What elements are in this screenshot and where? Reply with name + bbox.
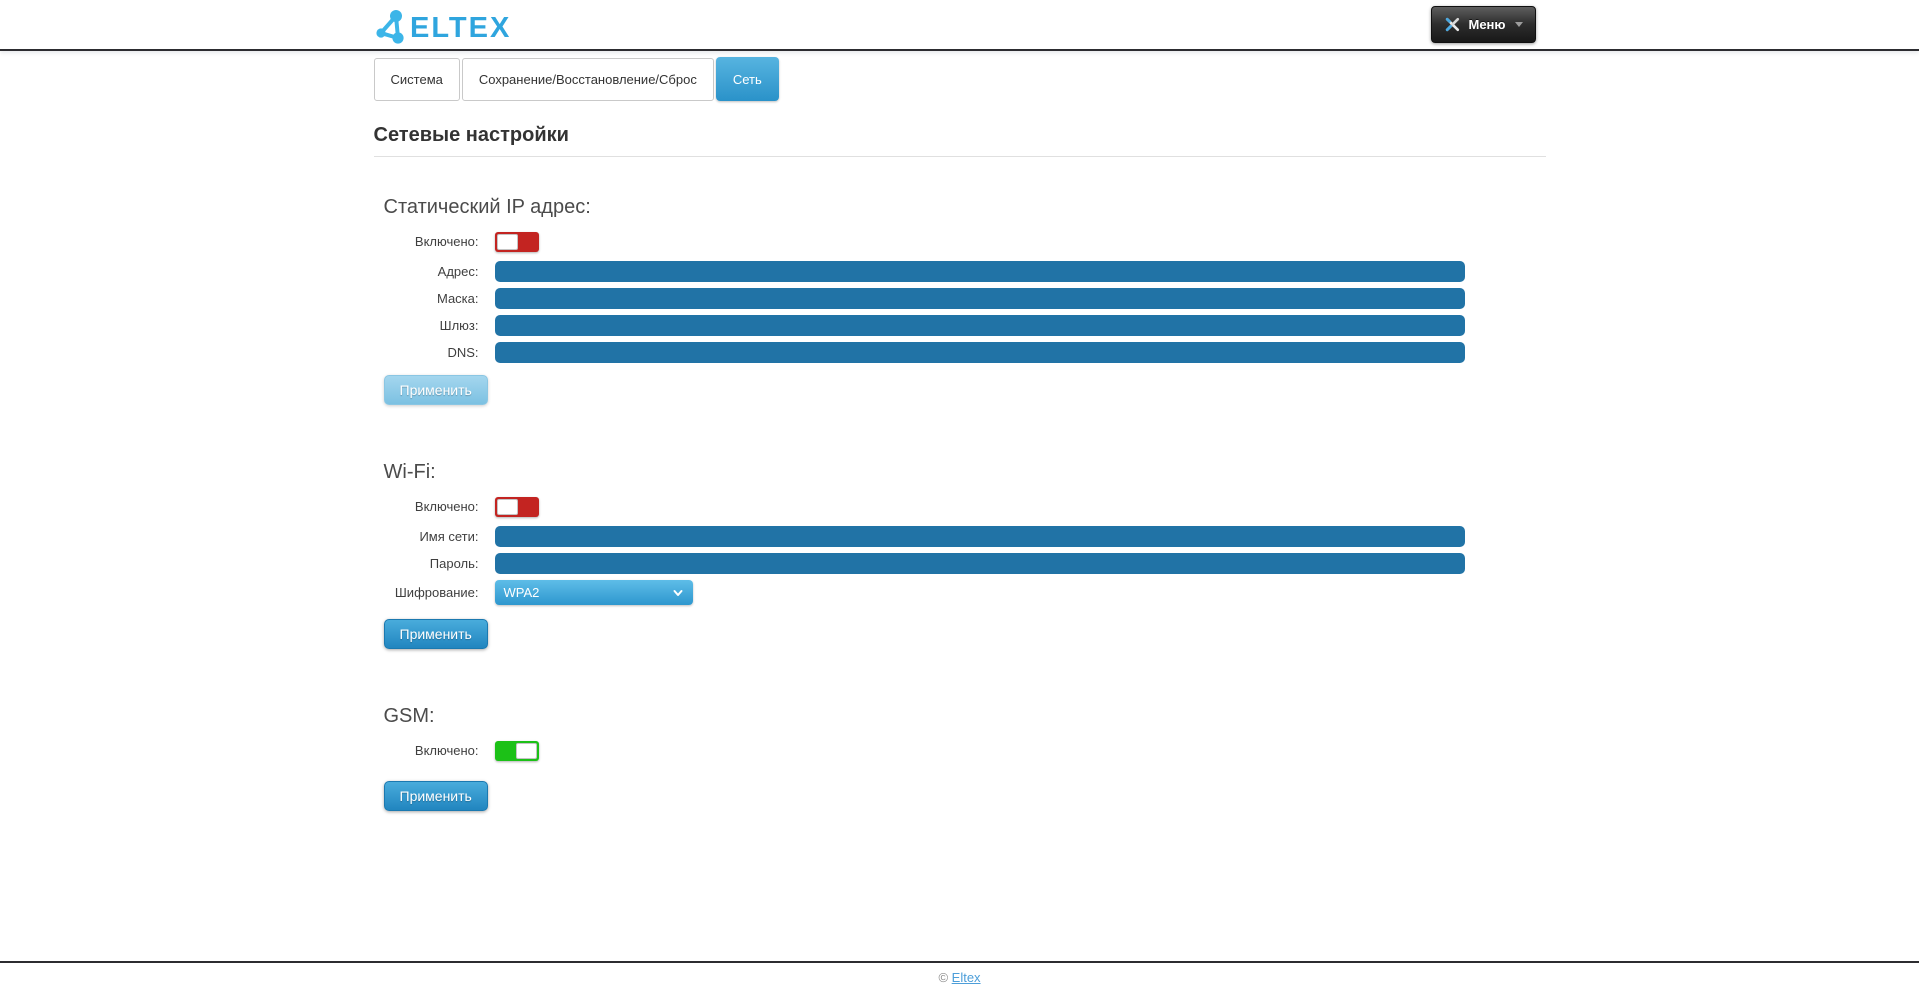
- toggle-knob: [515, 742, 537, 759]
- logo-text: ELTEX: [410, 12, 511, 44]
- static-ip-section: Статический IP адрес: Включено: Адрес: М…: [374, 196, 1546, 405]
- title-divider: [373, 156, 1546, 157]
- menu-button[interactable]: Меню: [1431, 6, 1536, 43]
- static-ip-toggle[interactable]: [494, 231, 539, 252]
- gsm-enabled-label: Включено:: [414, 743, 479, 758]
- password-label: Пароль:: [429, 556, 479, 571]
- tab-backup-restore-reset[interactable]: Сохранение/Восстановление/Сброс: [461, 58, 714, 101]
- gsm-section: GSM: Включено: Применить: [374, 705, 1546, 811]
- page-title: Сетевые настройки: [373, 124, 569, 146]
- dns-label: DNS:: [447, 345, 479, 360]
- mask-label: Маска:: [436, 291, 479, 306]
- wifi-section: Wi-Fi: Включено: Имя сети: Пароль: Шифро…: [374, 461, 1546, 649]
- gsm-toggle[interactable]: [494, 740, 539, 761]
- caret-down-icon: [1514, 22, 1523, 27]
- footer: © Eltex: [0, 961, 1919, 994]
- gsm-apply-button[interactable]: Применить: [383, 781, 488, 811]
- static-ip-apply-button[interactable]: Применить: [383, 375, 488, 405]
- gateway-label: Шлюз:: [439, 318, 479, 333]
- chevron-down-icon: [673, 589, 682, 596]
- copyright-symbol: ©: [938, 970, 949, 985]
- address-label: Адрес:: [437, 264, 479, 279]
- ssid-input[interactable]: [494, 526, 1465, 547]
- ssid-label: Имя сети:: [419, 529, 479, 544]
- wifi-enabled-label: Включено:: [414, 499, 479, 514]
- eltex-link[interactable]: Eltex: [951, 970, 981, 985]
- gateway-input[interactable]: [494, 315, 1465, 336]
- encryption-selected-value: WPA2: [503, 585, 540, 600]
- address-input[interactable]: [494, 261, 1465, 282]
- dns-input[interactable]: [494, 342, 1465, 363]
- static-ip-heading: Статический IP адрес:: [383, 196, 591, 218]
- wifi-heading: Wi-Fi:: [383, 461, 436, 483]
- eltex-logo: ELTEX: [375, 9, 511, 44]
- wifi-apply-button[interactable]: Применить: [383, 619, 488, 649]
- logo-node-left: [375, 27, 386, 38]
- gsm-heading: GSM:: [383, 705, 435, 727]
- tools-icon: [1446, 17, 1460, 32]
- encryption-select[interactable]: WPA2: [494, 580, 693, 605]
- menu-button-label: Меню: [1468, 17, 1506, 32]
- tab-bar: Система Сохранение/Восстановление/Сброс …: [373, 57, 1546, 101]
- wifi-toggle[interactable]: [494, 496, 539, 517]
- mask-input[interactable]: [494, 288, 1465, 309]
- toggle-knob: [496, 498, 518, 515]
- tab-network[interactable]: Сеть: [715, 57, 779, 101]
- tab-system[interactable]: Система: [373, 58, 460, 101]
- password-input[interactable]: [494, 553, 1465, 574]
- toggle-knob: [496, 233, 518, 250]
- header: ELTEX Меню: [0, 0, 1919, 51]
- logo-node-top: [389, 9, 402, 22]
- static-ip-enabled-label: Включено:: [414, 234, 479, 249]
- encryption-label: Шифрование:: [394, 585, 479, 600]
- logo-node-right: [391, 31, 404, 44]
